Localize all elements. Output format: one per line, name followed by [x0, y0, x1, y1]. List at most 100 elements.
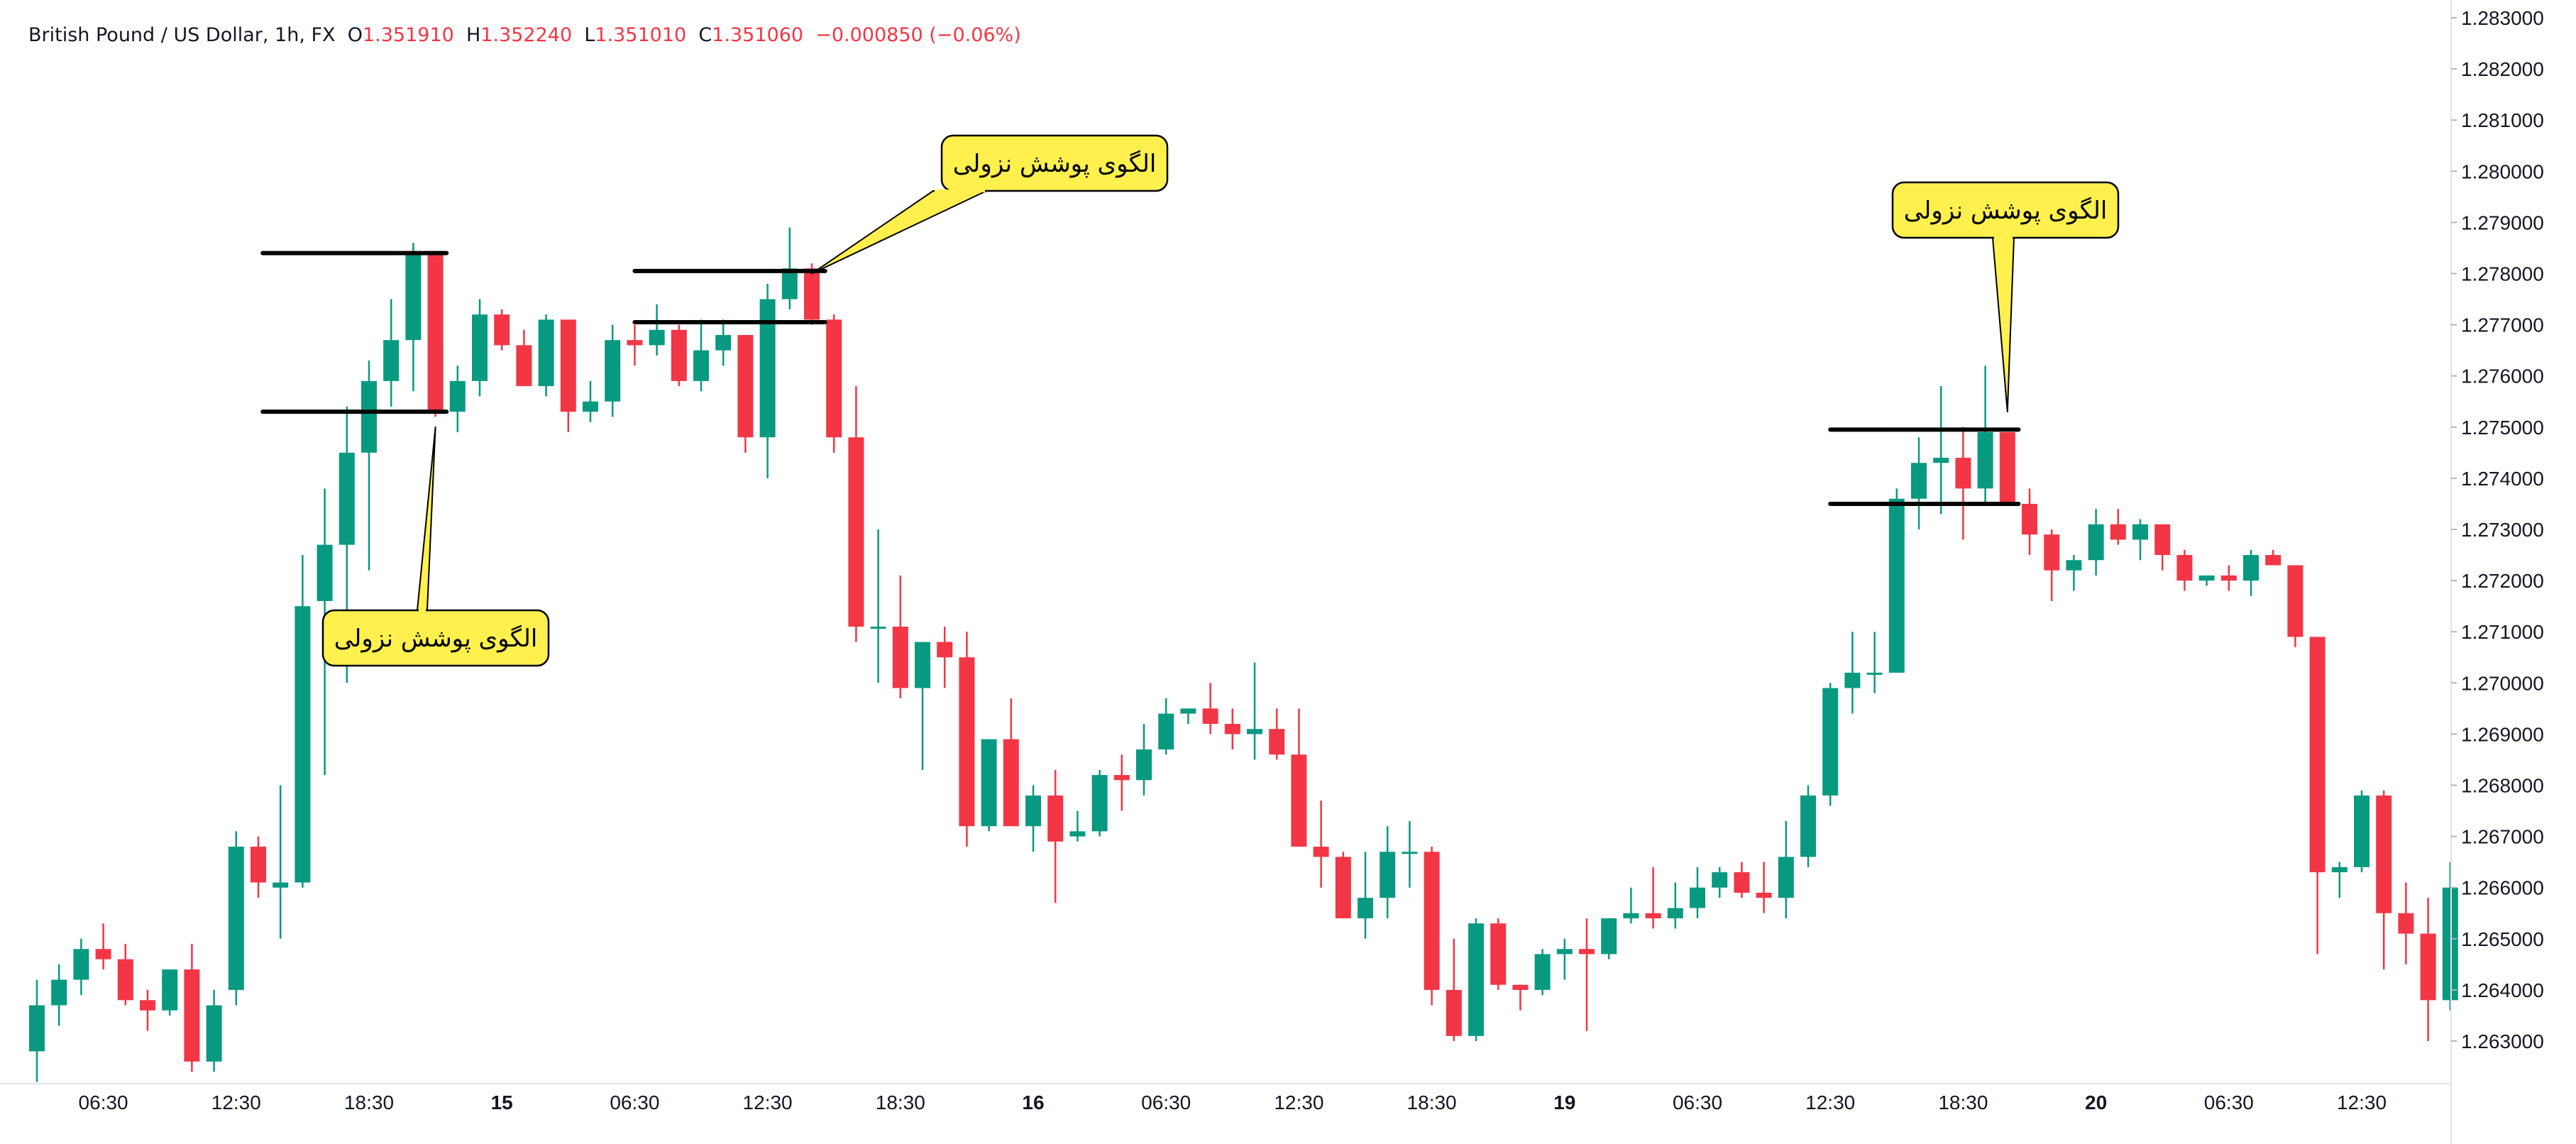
candle[interactable] [1003, 698, 1019, 827]
candle[interactable] [2154, 524, 2171, 571]
candle[interactable] [737, 335, 754, 453]
candle[interactable] [649, 304, 665, 356]
candle[interactable] [1180, 708, 1196, 724]
candle[interactable] [1424, 847, 1440, 1006]
candle[interactable] [870, 529, 886, 683]
candle[interactable] [2376, 790, 2392, 970]
candle[interactable] [1202, 683, 1218, 735]
candle[interactable] [2088, 509, 2104, 576]
candle[interactable] [1579, 918, 1595, 1031]
candle[interactable] [2110, 509, 2126, 545]
candle[interactable] [228, 831, 244, 1006]
candle[interactable] [1269, 708, 1285, 760]
candle[interactable] [2132, 519, 2148, 561]
candle[interactable] [184, 944, 200, 1072]
candle[interactable] [295, 555, 311, 888]
candle[interactable] [2398, 882, 2414, 964]
candle[interactable] [1490, 918, 1507, 990]
candle[interactable] [2220, 565, 2237, 591]
candle[interactable] [140, 989, 155, 1031]
candle[interactable] [494, 309, 510, 351]
candle[interactable] [693, 319, 709, 392]
candle[interactable] [1888, 488, 1905, 673]
candle[interactable] [671, 324, 687, 387]
candle[interactable] [583, 380, 598, 422]
candle[interactable] [1313, 801, 1329, 888]
candle[interactable] [1800, 785, 1816, 867]
candle[interactable] [2265, 549, 2281, 566]
candle[interactable] [251, 836, 266, 898]
candle[interactable] [759, 283, 776, 478]
candle[interactable] [1380, 826, 1396, 918]
candle[interactable] [1512, 984, 1529, 1011]
candle[interactable] [1113, 754, 1130, 811]
candle[interactable] [959, 632, 975, 847]
candle[interactable] [781, 227, 798, 309]
candle[interactable] [1690, 867, 1705, 918]
candle[interactable] [95, 923, 111, 970]
candle[interactable] [162, 969, 178, 1016]
candle[interactable] [472, 299, 488, 397]
candle[interactable] [383, 299, 400, 407]
candle[interactable] [1999, 432, 2015, 504]
time-axis[interactable]: 06:30 12:30 18:30 15 06:30 12:30 18:30 16 06:30 1… [79, 1091, 2387, 1113]
candle[interactable] [627, 324, 643, 366]
candle[interactable] [2420, 898, 2436, 1041]
candle[interactable] [73, 938, 89, 996]
candle[interactable] [1224, 708, 1240, 750]
candle[interactable] [1623, 887, 1639, 924]
candle[interactable] [1047, 769, 1064, 903]
candle[interactable] [361, 361, 377, 571]
candle[interactable] [1778, 820, 1794, 918]
candle[interactable] [937, 626, 953, 688]
candle[interactable] [1667, 882, 1683, 929]
candle[interactable] [1091, 769, 1108, 837]
candle[interactable] [826, 314, 842, 453]
candle[interactable] [981, 739, 997, 832]
candle[interactable] [1358, 852, 1373, 939]
candle[interactable] [1933, 386, 1949, 515]
candle[interactable] [2044, 529, 2060, 601]
candle[interactable] [2331, 862, 2347, 898]
callout[interactable]: الگوی پوشش نزولی [811, 134, 1169, 275]
candle[interactable] [1734, 862, 1750, 898]
candle[interactable] [848, 386, 864, 642]
callout[interactable]: الگوی پوشش نزولی [1891, 181, 2120, 413]
candle[interactable] [206, 989, 222, 1072]
candle[interactable] [1335, 852, 1351, 918]
candle[interactable] [1756, 862, 1772, 913]
candle[interactable] [1866, 632, 1883, 693]
candle[interactable] [1601, 918, 1617, 959]
candle[interactable] [1136, 723, 1152, 796]
candle[interactable] [2442, 862, 2458, 1011]
candle[interactable] [516, 329, 532, 387]
candle[interactable] [51, 964, 67, 1026]
candle[interactable] [449, 365, 466, 433]
candle[interactable] [1291, 708, 1307, 847]
candle[interactable] [1468, 918, 1484, 1041]
candle[interactable] [1955, 427, 1971, 540]
candle[interactable] [2243, 549, 2259, 596]
candle[interactable] [1822, 683, 1839, 806]
candle[interactable] [1402, 820, 1418, 888]
candle[interactable] [2198, 575, 2215, 586]
candle[interactable] [2176, 549, 2193, 591]
candle[interactable] [605, 324, 621, 417]
candle[interactable] [1534, 949, 1551, 996]
candle[interactable] [2354, 790, 2369, 873]
candle[interactable] [2022, 488, 2037, 556]
price-axis[interactable]: 1.263000 1.264000 1.265000 1.266000 1.267000… [2451, 7, 2544, 1052]
candle[interactable] [1247, 662, 1262, 760]
candle[interactable] [715, 319, 732, 366]
candle[interactable] [405, 243, 422, 392]
candle[interactable] [1446, 938, 1462, 1041]
candle[interactable] [560, 319, 576, 433]
candle[interactable] [2287, 565, 2303, 647]
candle[interactable] [427, 253, 444, 417]
candle[interactable] [915, 642, 930, 770]
candle[interactable] [1069, 810, 1086, 842]
candle[interactable] [1977, 365, 1993, 504]
candle[interactable] [1645, 867, 1661, 929]
callout[interactable]: الگوی پوشش نزولی [321, 426, 550, 667]
